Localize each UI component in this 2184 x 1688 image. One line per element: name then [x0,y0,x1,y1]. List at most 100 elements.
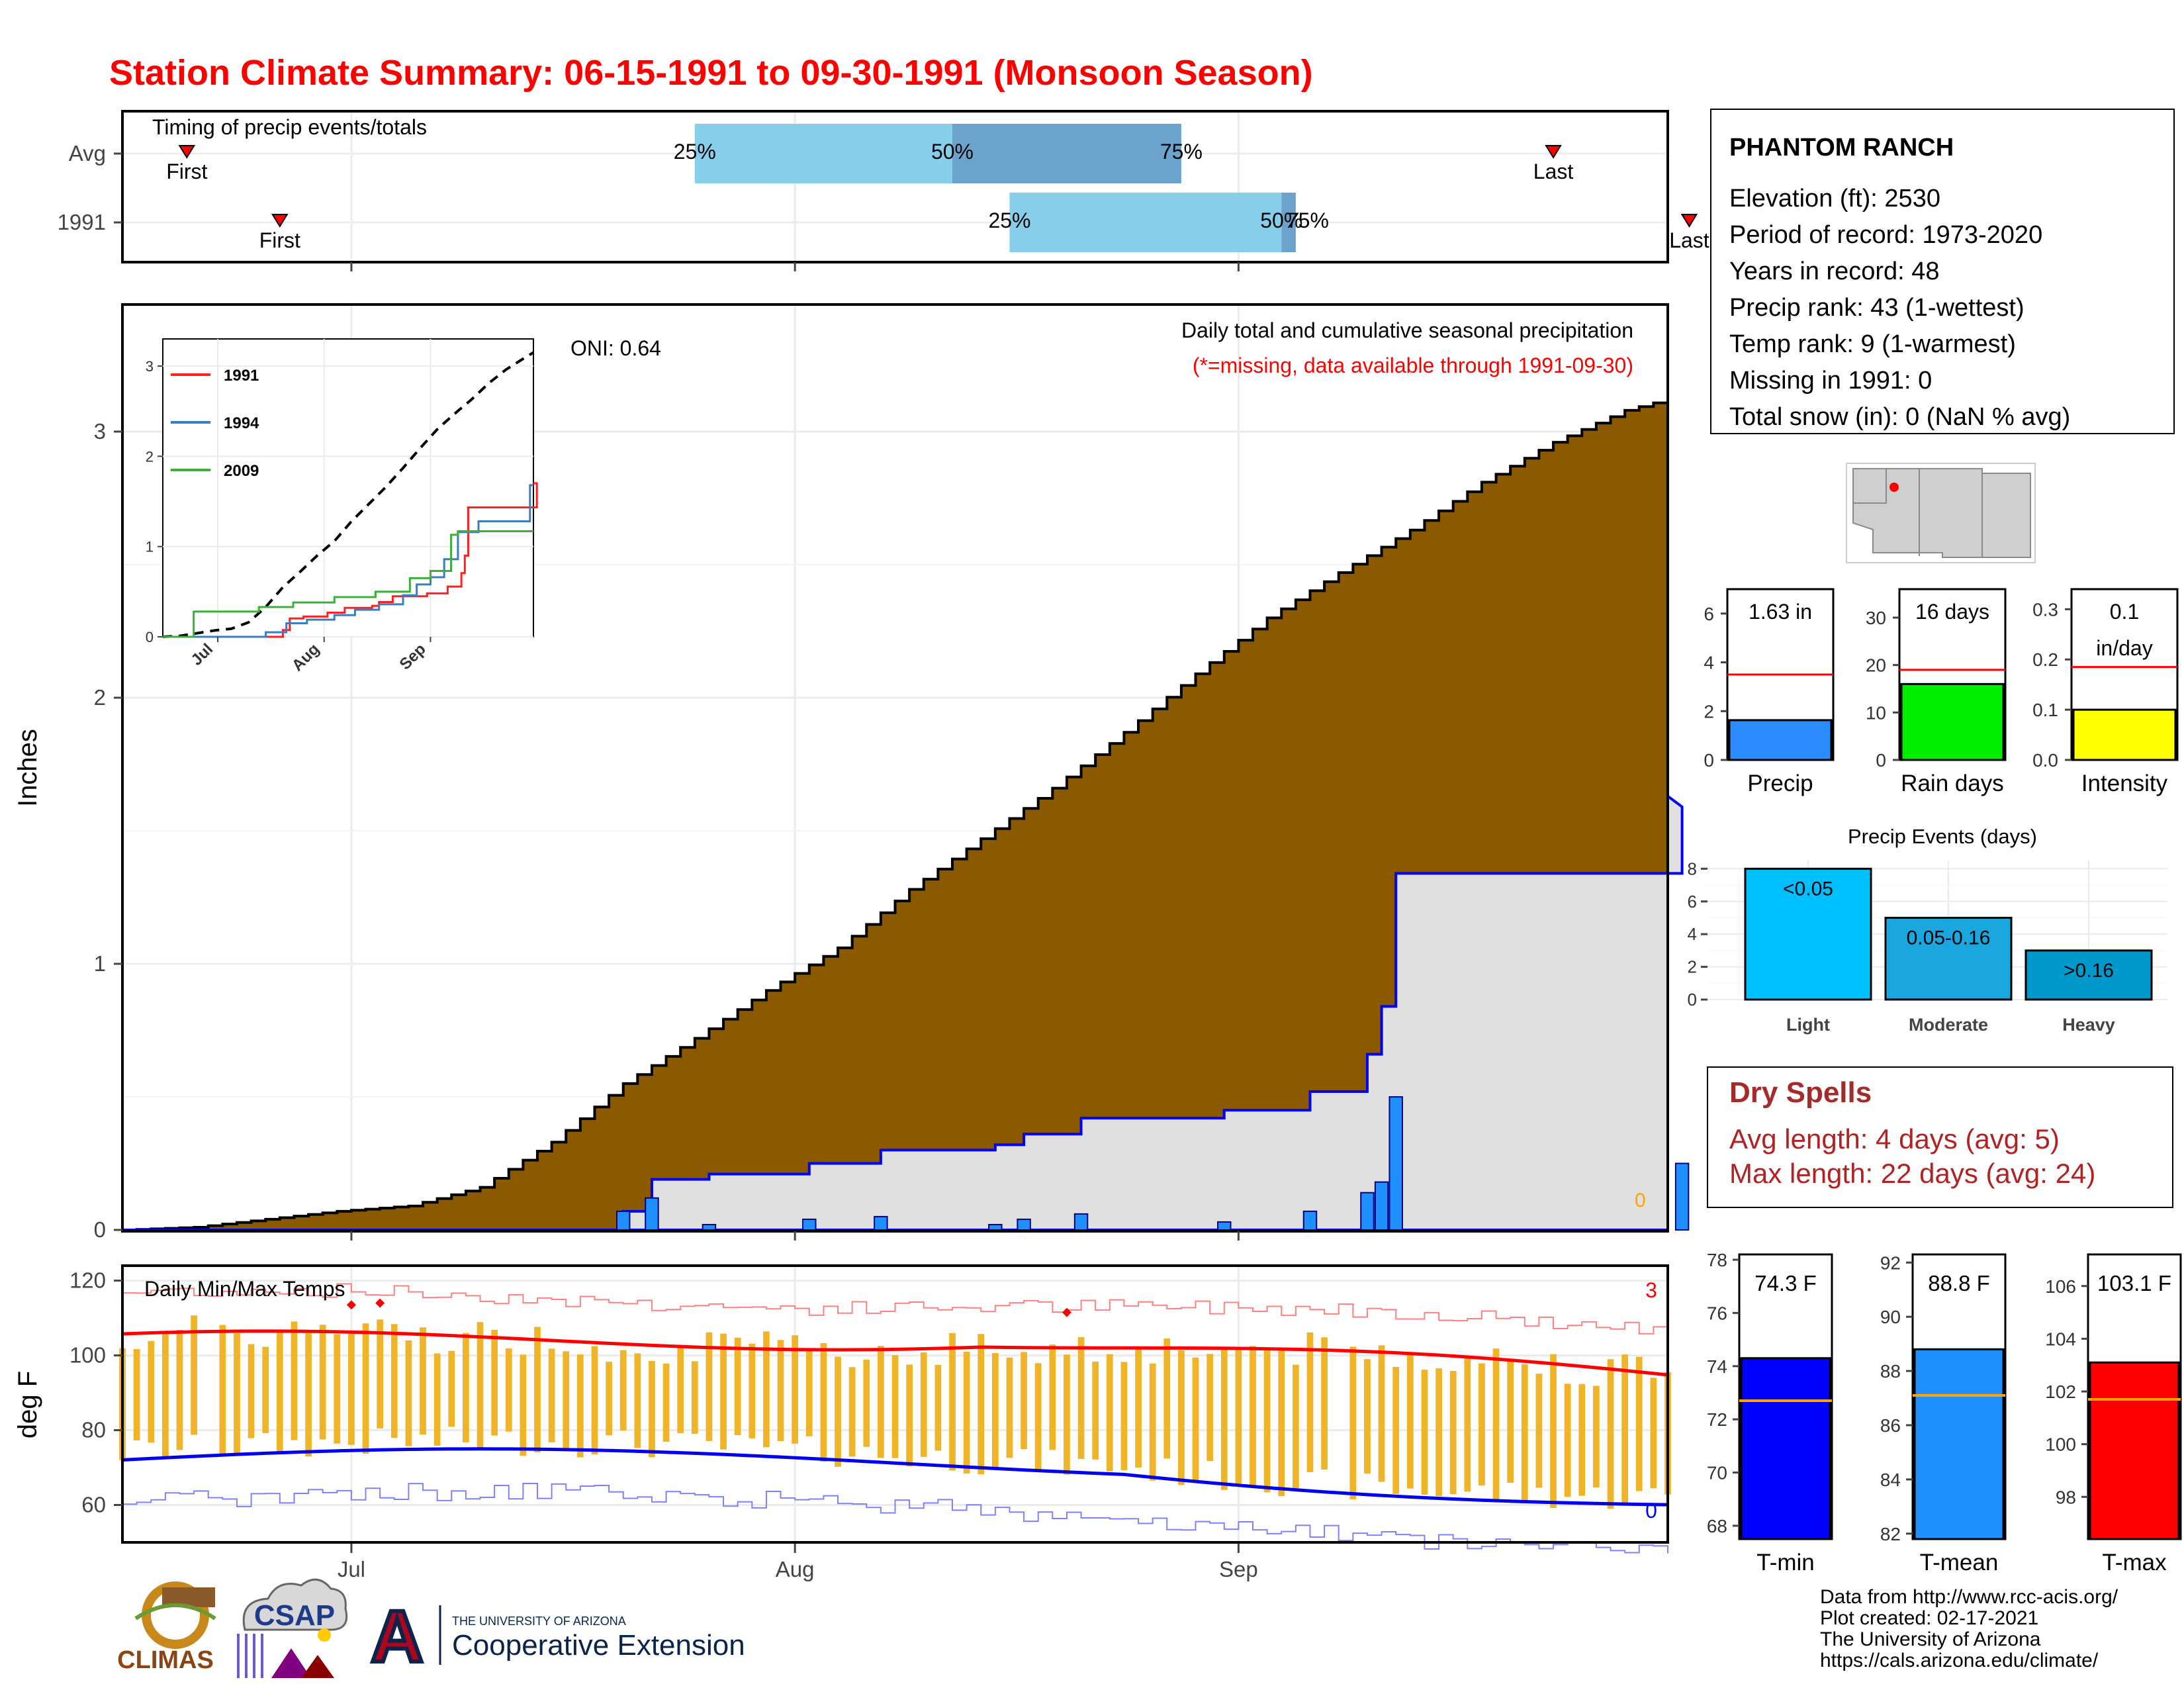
summary-ytick: 30 [1866,608,1886,628]
timing-last-marker [1680,214,1698,228]
daily-temp-bar [1064,1354,1070,1475]
dry-spells-avg: Avg length: 4 days (avg: 5) [1729,1123,2060,1154]
daily-temp-bar [1220,1346,1228,1490]
inset-legend-label: 1994 [224,414,259,432]
record-high-count: 3 [1645,1278,1657,1302]
daily-temp-bar [591,1346,598,1455]
footer-logos: CLIMAS CSAP A THE UNIVERSITY OF ARIZONA … [117,1578,745,1679]
daily-temp-bar [262,1346,269,1433]
event-bar-moderate [1884,916,2013,1001]
daily-temp-bar [705,1332,713,1441]
daily-temp-bar [1092,1362,1099,1460]
daily-temp-bar [934,1364,942,1451]
summary-ytick: 0 [1876,750,1886,771]
daily-temp-bar [1293,1364,1299,1489]
daily-temp-bar [505,1348,512,1432]
temp-summary-ytick: 98 [2056,1487,2076,1507]
missing-note: (*=missing, data available through 1991-… [1193,353,1633,377]
daily-temp-bar [792,1335,799,1444]
credit-line-3: The University of Arizona [1820,1628,2041,1650]
dry-spells-title: Dry Spells [1729,1076,1872,1109]
record-low-count: 0 [1645,1499,1657,1523]
daily-temp-bar [133,1349,140,1440]
daily-temp-bar [835,1356,841,1467]
daily-temp-bar [1235,1348,1242,1484]
summary-ytick: 0 [1704,750,1714,771]
daily-precip-bar [1217,1221,1232,1231]
inset-ytick: 0 [146,629,154,645]
temp-ylabel: deg F [13,1371,42,1438]
record-high-marker [375,1298,385,1308]
precip-ytick: 0 [94,1217,106,1242]
daily-precip-bar [1302,1210,1318,1231]
precip-ytick: 1 [94,951,106,976]
daily-temp-bar [1406,1353,1414,1489]
daily-temp-bar [390,1324,398,1438]
timing-row-label-avg: Avg [69,141,106,165]
temp-summary-ytick: 68 [1707,1516,1727,1536]
temp-ytick: 120 [69,1268,106,1293]
daily-temp-bar [1535,1374,1543,1488]
daily-temp-bar [1034,1363,1042,1472]
station-info-line: Years in record: 48 [1729,258,1940,285]
climas-logo-text: CLIMAS [117,1646,214,1674]
cumulative-1991-area [122,793,1684,1231]
figure-title: Station Climate Summary: 06-15-1991 to 0… [109,53,1313,93]
daily-temp-bar [1135,1346,1142,1468]
station-info-line: Missing in 1991: 0 [1729,367,1932,395]
temp-ytick: 80 [81,1418,106,1442]
temp-summary-ytick: 82 [1880,1524,1901,1544]
oni-label: ONI: 0.64 [570,336,661,360]
daily-temp-bar [563,1351,570,1448]
temp-summary-value: 88.8 F [1928,1271,1990,1295]
daily-temp-bar [1250,1346,1256,1488]
temp-summary-value: 103.1 F [2097,1271,2171,1295]
inset-legend-label: 2009 [224,462,259,480]
daily-temp-bar [420,1327,426,1435]
daily-temp-bar [1178,1350,1185,1485]
csap-logo-text: CSAP [254,1599,335,1632]
temp-summary-bar-t-max [2089,1361,2180,1540]
temp-summary-label: T-min [1756,1550,1815,1575]
timing-iqr-high [1281,193,1296,252]
timing-p75-label: 75% [1160,140,1203,164]
daily-precip-bar [645,1197,659,1231]
daily-temp-bar [1507,1361,1514,1483]
daily-temp-bar [362,1323,369,1454]
temp-summary-bar-t-mean [1913,1348,2005,1540]
event-bar-heavy [2025,949,2153,1001]
timing-p75-label: 75% [1287,209,1329,232]
summary-value-label: 16 days [1915,600,1989,624]
temp-summary-ytick: 102 [2045,1382,2076,1402]
temp-summary-charts: 74.3 F 68 70 72 74 76 78 T-min 88.8 F 82 84 86 88 90 9… [1707,1250,2182,1575]
daily-temp-bar [949,1333,956,1471]
daily-temp-bar [677,1344,684,1433]
timing-last-label: Last [1533,160,1574,183]
daily-temp-bar [1635,1356,1643,1491]
events-ytick: 4 [1688,924,1697,944]
daily-temp-bar [991,1353,999,1470]
record-high-line [122,1283,1668,1339]
station-info-line: Elevation (ft): 2530 [1729,185,1940,212]
temp-summary-bar-t-min [1740,1357,1831,1540]
temp-summary-ytick: 86 [1880,1415,1901,1436]
temp-summary-ytick: 92 [1880,1252,1901,1273]
csap-logo: CSAP [237,1578,348,1678]
temp-summary-ytick: 76 [1707,1303,1727,1323]
temp-summary-label: T-mean [1920,1550,1999,1575]
daily-temp-bar [219,1325,226,1454]
summary-value-label: 1.63 in [1749,600,1812,624]
daily-temp-bar [978,1334,985,1475]
month-label: Aug [776,1557,815,1581]
daily-temp-bar [1321,1337,1328,1470]
timing-last-marker [1545,145,1562,159]
temp-summary-value: 74.3 F [1754,1271,1817,1295]
temp-panel: 60 80 100 120 deg F Daily Min/Max Temps 3 0… [13,1264,1671,1581]
temp-title: Daily Min/Max Temps [144,1277,345,1301]
ua-block-a-logo: A THE UNIVERSITY OF ARIZONA Cooperative … [369,1594,745,1679]
timing-p50-label: 50% [1260,209,1302,232]
temp-summary-ytick: 100 [2045,1434,2076,1455]
temp-summary-ytick: 72 [1707,1409,1727,1430]
daily-temp-bar [1479,1363,1485,1486]
